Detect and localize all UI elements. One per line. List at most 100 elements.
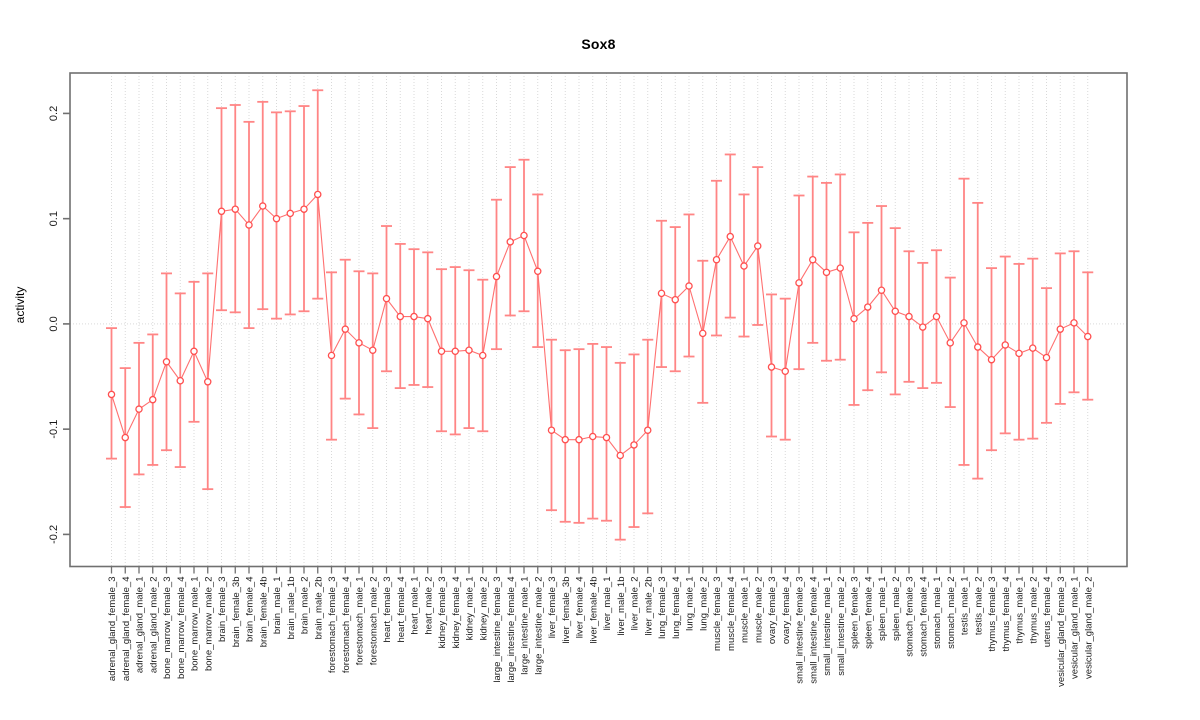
data-point (437, 347, 446, 356)
data-point (712, 255, 721, 264)
data-point (602, 433, 611, 442)
x-tick-label: small_intestine_male_1 (822, 577, 833, 676)
data-point (809, 255, 817, 264)
data-point (987, 355, 996, 364)
data-point (176, 376, 184, 385)
x-tick-label: kidney_male_2 (478, 577, 489, 641)
x-tick-label: lung_male_1 (685, 577, 696, 631)
x-tick-label: forestomach_male_2 (368, 577, 379, 666)
x-tick-label: spleen_male_1 (877, 577, 888, 641)
x-tick-label: brain_female_4 (245, 577, 256, 643)
x-tick-label: muscle_male_2 (753, 577, 764, 644)
x-tick-label: thymus_male_1 (1015, 577, 1026, 644)
x-tick-label: testis_male_1 (960, 577, 971, 636)
data-point (217, 207, 226, 216)
data-point (891, 307, 900, 316)
x-tick-label: large_intestine_female_3 (492, 577, 503, 683)
x-tick-label: heart_female_3 (382, 577, 393, 643)
data-point (355, 339, 363, 347)
x-tick-label: adrenal_gland_female_4 (121, 577, 132, 682)
data-point (960, 319, 968, 327)
data-point (300, 205, 308, 213)
data-point (492, 272, 501, 281)
data-point (368, 346, 377, 354)
x-tick-label: adrenal_gland_female_3 (107, 577, 118, 682)
data-point (1001, 341, 1010, 349)
data-point (767, 363, 776, 371)
x-tick-label: vesicular_gland_female_3 (1056, 577, 1067, 687)
x-tick-label: stomach_male_1 (932, 577, 943, 649)
x-tick-label: spleen_female_3 (850, 577, 861, 649)
x-tick-label: kidney_female_4 (451, 577, 462, 649)
data-point (313, 190, 322, 199)
data-point (795, 279, 803, 287)
data-point (754, 242, 762, 250)
data-point (231, 205, 239, 213)
data-point (107, 390, 116, 399)
x-tick-label: thymus_female_3 (987, 577, 998, 652)
data-point (740, 262, 748, 270)
x-tick-label: large_intestine_male_2 (533, 577, 544, 675)
data-point (864, 303, 872, 311)
x-tick-label: brain_male_1 (272, 577, 283, 635)
data-point (245, 221, 253, 229)
data-point (671, 295, 680, 304)
x-tick-label: adrenal_gland_male_2 (148, 577, 159, 674)
data-point (726, 232, 735, 241)
x-tick-label: spleen_male_2 (891, 577, 902, 641)
data-point (630, 441, 638, 449)
x-tick-label: forestomach_female_4 (341, 577, 352, 674)
x-tick-label: brain_male_2 (300, 577, 311, 635)
x-tick-label: liver_male_2 (630, 577, 641, 631)
x-tick-label: stomach_male_2 (946, 577, 957, 649)
data-point (341, 325, 349, 333)
x-tick-label: uterus_female_4 (1042, 577, 1053, 648)
data-point (258, 202, 267, 210)
data-point (162, 358, 171, 366)
x-tick-label: liver_female_3b (561, 577, 572, 644)
x-tick-label: liver_male_2b (643, 577, 654, 636)
y-tick-label: -0.2 (48, 525, 60, 544)
x-tick-label: forestomach_male_1 (355, 577, 366, 666)
connector-line (110, 193, 1089, 457)
data-point (877, 286, 886, 294)
data-point (396, 312, 404, 321)
x-tick-label: muscle_female_4 (726, 577, 737, 651)
data-point (644, 426, 652, 434)
data-point (382, 294, 391, 303)
x-tick-label: bone_marrow_female_3 (162, 577, 173, 679)
x-tick-label: brain_male_2b (313, 577, 324, 640)
x-tick-label: kidney_female_3 (437, 577, 448, 649)
x-tick-label: bone_marrow_male_2 (203, 577, 214, 672)
x-tick-label: heart_male_2 (423, 577, 434, 635)
x-tick-label: liver_male_1b (616, 577, 627, 636)
x-tick-label: vesicular_gland_male_1 (1070, 577, 1081, 679)
x-tick-label: brain_female_3 (217, 577, 228, 643)
data-point (822, 268, 831, 277)
y-tick-label: 0.2 (48, 106, 60, 121)
x-tick-label: liver_female_3 (547, 577, 558, 639)
data-point (506, 238, 514, 246)
x-tick-label: ovary_female_3 (767, 577, 778, 645)
data-point (1056, 325, 1065, 333)
data-point (905, 312, 913, 321)
data-point (121, 433, 130, 442)
data-point (520, 231, 528, 240)
data-point (1015, 349, 1023, 358)
data-point (1070, 319, 1078, 327)
x-tick-label: brain_male_1b (286, 577, 297, 640)
x-tick-label: liver_female_4b (588, 577, 599, 644)
data-point (286, 209, 294, 218)
data-point (836, 264, 845, 272)
x-tick-label: adrenal_gland_male_1 (135, 577, 146, 674)
y-tick-label: 0.1 (48, 211, 60, 226)
data-point (410, 312, 418, 321)
chart-title: Sox8 (581, 36, 616, 52)
y-tick-label: -0.1 (48, 420, 60, 439)
data-point (190, 347, 198, 356)
data-point (974, 343, 982, 351)
x-tick-label: small_intestine_female_3 (795, 577, 806, 684)
data-point (534, 267, 542, 276)
